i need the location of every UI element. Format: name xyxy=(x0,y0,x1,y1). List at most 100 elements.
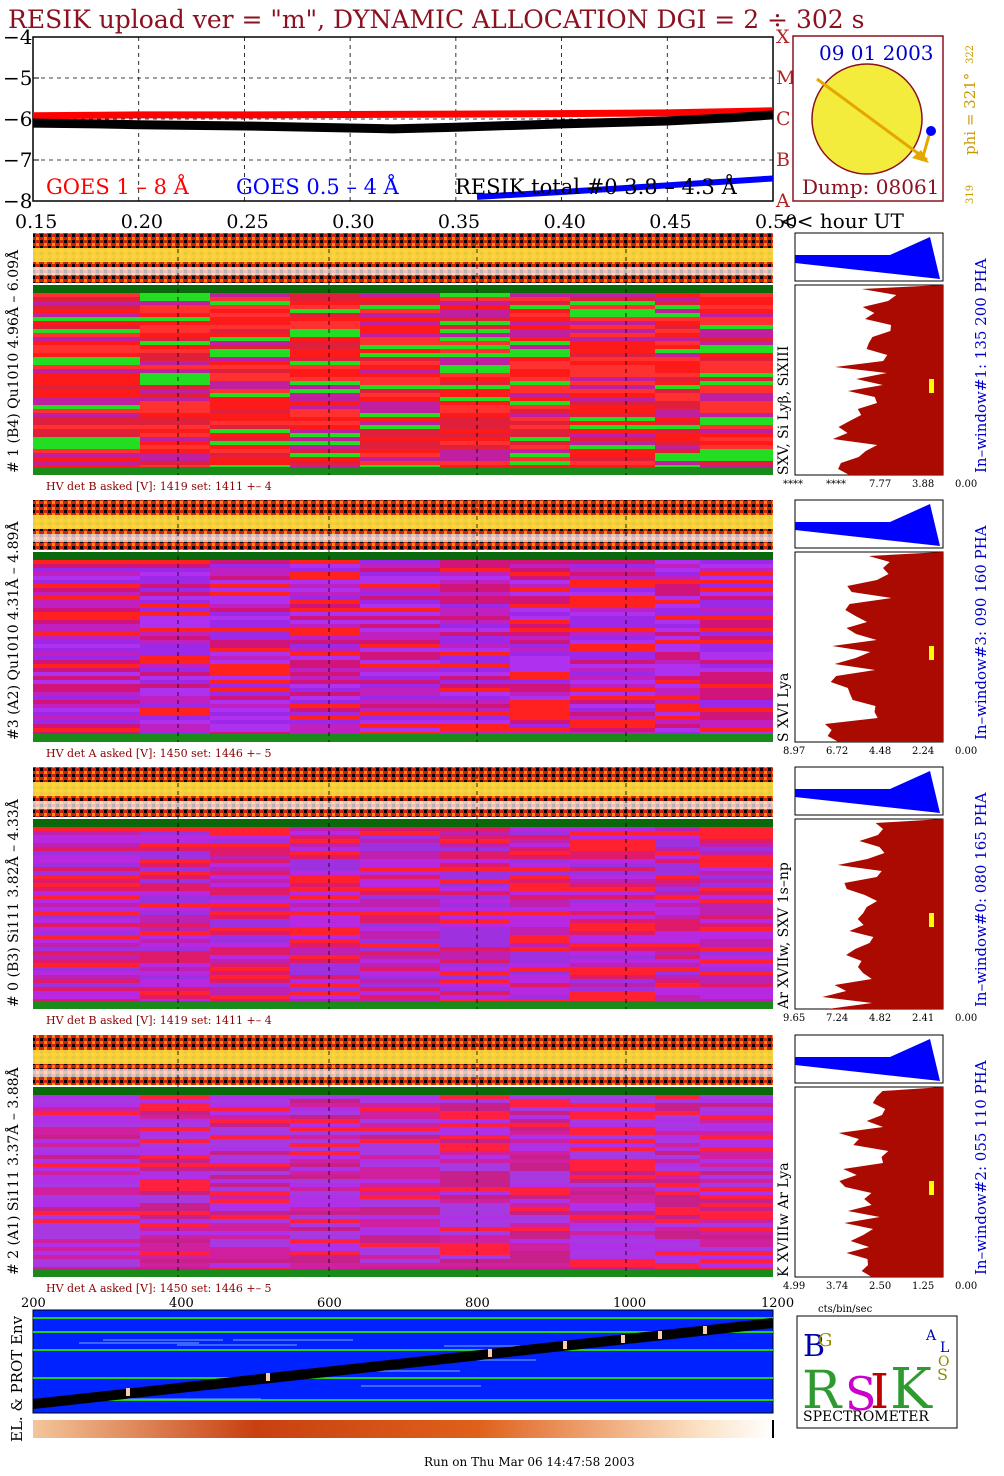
spectrogram-cell xyxy=(360,911,440,915)
spectrogram-cell xyxy=(290,317,360,321)
goes-class-label: X xyxy=(776,26,790,48)
spectrogram-cell xyxy=(570,652,655,656)
spectrogram-cell xyxy=(290,724,360,728)
spectrogram-cell xyxy=(360,879,440,883)
spectrogram-cell xyxy=(290,417,360,421)
spectrogram-cell xyxy=(33,684,140,688)
spectrogram-cell xyxy=(210,1199,290,1203)
spectrogram-cell xyxy=(655,433,700,437)
spectrogram-cell xyxy=(140,361,210,365)
spectrogram-cell xyxy=(700,923,773,927)
spectrogram-cell xyxy=(440,620,510,624)
spectrogram-cell xyxy=(510,887,570,891)
spectrogram-cell xyxy=(210,293,290,297)
spectrogram-cell xyxy=(33,644,140,648)
spectrogram-cell xyxy=(440,867,510,871)
spectrogram-cell xyxy=(510,349,570,353)
spectrogram-cell xyxy=(290,895,360,899)
spectrogram-cell xyxy=(700,401,773,405)
spectrogram-cell xyxy=(570,919,655,923)
spectrogram-cell xyxy=(210,975,290,979)
spectrogram-cell xyxy=(440,660,510,664)
spectrogram-cell xyxy=(700,883,773,887)
dump-label: Dump: 08061 xyxy=(802,175,939,199)
spectrogram-cell xyxy=(33,1111,140,1115)
spectrogram-cell xyxy=(290,584,360,588)
spectrogram-cell xyxy=(570,1223,655,1227)
spectrogram-cell xyxy=(570,301,655,305)
spectrogram-cell xyxy=(140,337,210,341)
spectrogram-cell xyxy=(140,895,210,899)
spectrogram-cell xyxy=(570,648,655,652)
spectrogram-cell xyxy=(700,1207,773,1211)
spectrogram-cell xyxy=(570,696,655,700)
series-line-2 xyxy=(476,175,774,200)
spectrogram-cell xyxy=(700,656,773,660)
spectrogram-cell xyxy=(440,592,510,596)
spectrogram-cell xyxy=(140,923,210,927)
spectrogram-cell xyxy=(360,433,440,437)
spectrogram-cell xyxy=(140,1163,210,1167)
spectrogram-cell xyxy=(360,967,440,971)
spectrogram-cell xyxy=(140,628,210,632)
spectrogram-cell xyxy=(290,576,360,580)
spectrogram-cell xyxy=(440,361,510,365)
spectrogram-cell xyxy=(210,425,290,429)
spectrogram-cell xyxy=(510,855,570,859)
spectrogram-cell xyxy=(700,1235,773,1239)
spectrogram-cell xyxy=(570,1207,655,1211)
spectrogram-cell xyxy=(210,684,290,688)
spectrogram-cell xyxy=(140,1111,210,1115)
spectrogram-cell xyxy=(33,724,140,728)
spectrogram-cell xyxy=(33,835,140,839)
spectrogram-cell xyxy=(510,875,570,879)
spectrogram-cell xyxy=(140,1171,210,1175)
spectrogram-cell xyxy=(700,389,773,393)
spectrogram-cell xyxy=(440,624,510,628)
spectrogram-cell xyxy=(140,927,210,931)
spectrogram-cell xyxy=(290,915,360,919)
spectrogram-cell xyxy=(440,1151,510,1155)
y-tick-label: −6 xyxy=(3,107,32,131)
spectrogram-cell xyxy=(360,624,440,628)
spectrogram-cell xyxy=(290,1171,360,1175)
spectrogram-cell xyxy=(570,879,655,883)
spectrogram-cell xyxy=(510,1151,570,1155)
spectrogram-cell xyxy=(360,959,440,963)
spectrogram-cell xyxy=(700,847,773,851)
pha-small-fill xyxy=(795,504,940,546)
spectrogram-cell xyxy=(360,851,440,855)
spectrogram-cell xyxy=(210,393,290,397)
spectrogram-cell xyxy=(210,708,290,712)
spectrogram-cell xyxy=(140,967,210,971)
spectrogram-cell xyxy=(655,963,700,967)
spectrogram-cell xyxy=(140,1167,210,1171)
spectrogram-cell xyxy=(700,1187,773,1191)
spectrogram-cell xyxy=(570,1103,655,1107)
spectrogram-cell xyxy=(33,887,140,891)
spectrogram-cell xyxy=(360,1151,440,1155)
spectrogram-cell xyxy=(440,911,510,915)
spectrogram-cell xyxy=(360,931,440,935)
spectrogram-cell xyxy=(700,1115,773,1119)
spectrogram-cell xyxy=(210,1095,290,1099)
spectrogram-cell xyxy=(510,1143,570,1147)
spectrogram-cell xyxy=(440,696,510,700)
spectrogram-cell xyxy=(33,660,140,664)
spectrogram-cell xyxy=(210,361,290,365)
spectrogram-cell xyxy=(440,907,510,911)
spectrogram-cell xyxy=(210,433,290,437)
spectrogram-cell xyxy=(700,1259,773,1263)
spectrogram-cell xyxy=(360,991,440,995)
spectrogram-cell xyxy=(33,979,140,983)
spectrogram-cell xyxy=(440,584,510,588)
spectrogram-cell xyxy=(210,397,290,401)
spectrogram-cell xyxy=(655,361,700,365)
spectrogram-cell xyxy=(33,859,140,863)
spectrogram-cell xyxy=(210,313,290,317)
spectrogram-cell xyxy=(510,652,570,656)
spectrogram-cell xyxy=(360,608,440,612)
spectrogram-cell xyxy=(290,971,360,975)
spectrogram-cell xyxy=(570,720,655,724)
spectrogram-cell xyxy=(700,1191,773,1195)
